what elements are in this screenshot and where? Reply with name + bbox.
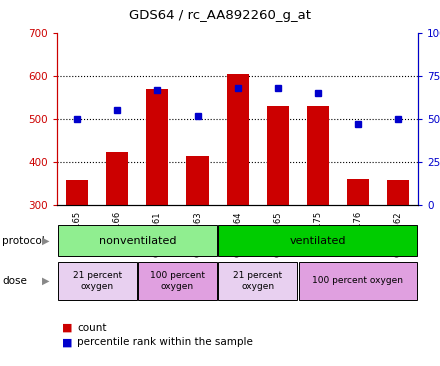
- Bar: [187, 156, 209, 205]
- Bar: [267, 106, 289, 205]
- Bar: [58, 225, 217, 256]
- Text: GDS64 / rc_AA892260_g_at: GDS64 / rc_AA892260_g_at: [129, 9, 311, 22]
- Text: percentile rank within the sample: percentile rank within the sample: [77, 337, 253, 347]
- Bar: [218, 225, 417, 256]
- Text: ■: ■: [62, 337, 72, 347]
- Bar: [138, 262, 217, 300]
- Text: dose: dose: [2, 276, 27, 286]
- Bar: [387, 180, 409, 205]
- Text: 21 percent
oxygen: 21 percent oxygen: [73, 271, 122, 291]
- Text: nonventilated: nonventilated: [99, 236, 176, 246]
- Text: 100 percent oxygen: 100 percent oxygen: [312, 276, 403, 285]
- Text: ▶: ▶: [42, 236, 50, 246]
- Bar: [347, 179, 369, 205]
- Text: 21 percent
oxygen: 21 percent oxygen: [233, 271, 282, 291]
- Bar: [106, 153, 128, 205]
- Text: protocol: protocol: [2, 236, 45, 246]
- Bar: [147, 89, 169, 205]
- Text: ▶: ▶: [42, 276, 50, 286]
- Text: ■: ■: [62, 322, 72, 333]
- Bar: [227, 74, 249, 205]
- Text: count: count: [77, 322, 106, 333]
- Bar: [218, 262, 297, 300]
- Bar: [58, 262, 136, 300]
- Text: 100 percent
oxygen: 100 percent oxygen: [150, 271, 205, 291]
- Bar: [298, 262, 417, 300]
- Bar: [307, 106, 329, 205]
- Bar: [66, 180, 88, 205]
- Text: ventilated: ventilated: [290, 236, 346, 246]
